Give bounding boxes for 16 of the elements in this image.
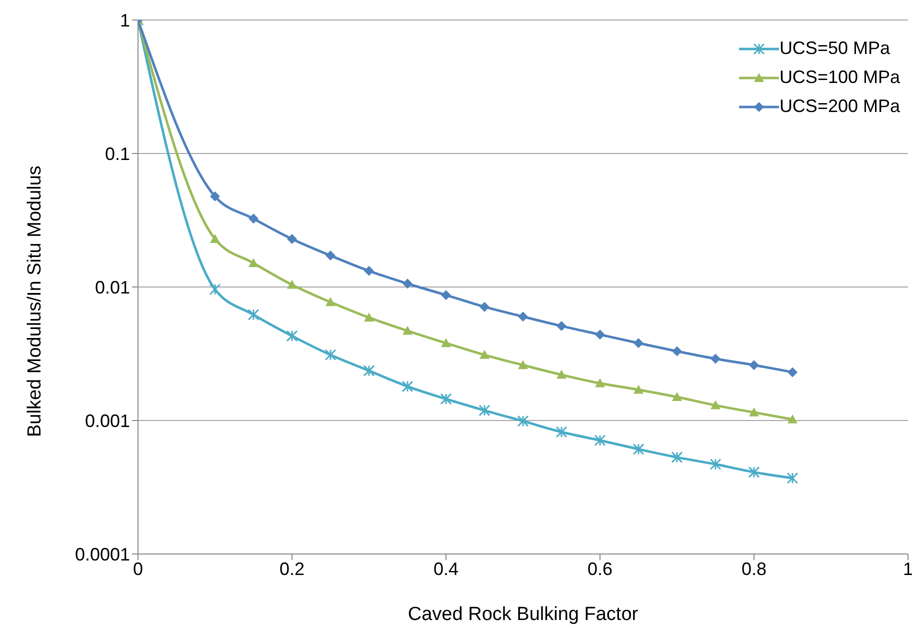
legend-label: UCS=50 MPa <box>779 37 890 60</box>
x-tick-label: 0 <box>132 558 144 579</box>
x-axis-title: Caved Rock Bulking Factor <box>408 604 639 625</box>
y-axis-title: Bulked Modulus/In Situ Modulus <box>24 166 46 437</box>
y-tick-label: 0.001 <box>84 410 130 431</box>
y-tick-label: 0.1 <box>104 144 130 164</box>
x-tick-label: 0.6 <box>587 558 613 579</box>
x-tick-label: 1 <box>902 558 914 579</box>
legend-label: UCS=100 MPa <box>779 66 900 89</box>
x-tick-label: 0.4 <box>433 558 459 579</box>
y-tick-label: 1 <box>120 10 130 30</box>
x-tick-label: 0.8 <box>741 558 767 579</box>
legend-label: UCS=200 MPa <box>779 95 900 118</box>
x-tick-label: 0.2 <box>279 558 305 579</box>
y-tick-label: 0.0001 <box>74 544 130 564</box>
y-tick-label: 0.01 <box>94 277 130 298</box>
